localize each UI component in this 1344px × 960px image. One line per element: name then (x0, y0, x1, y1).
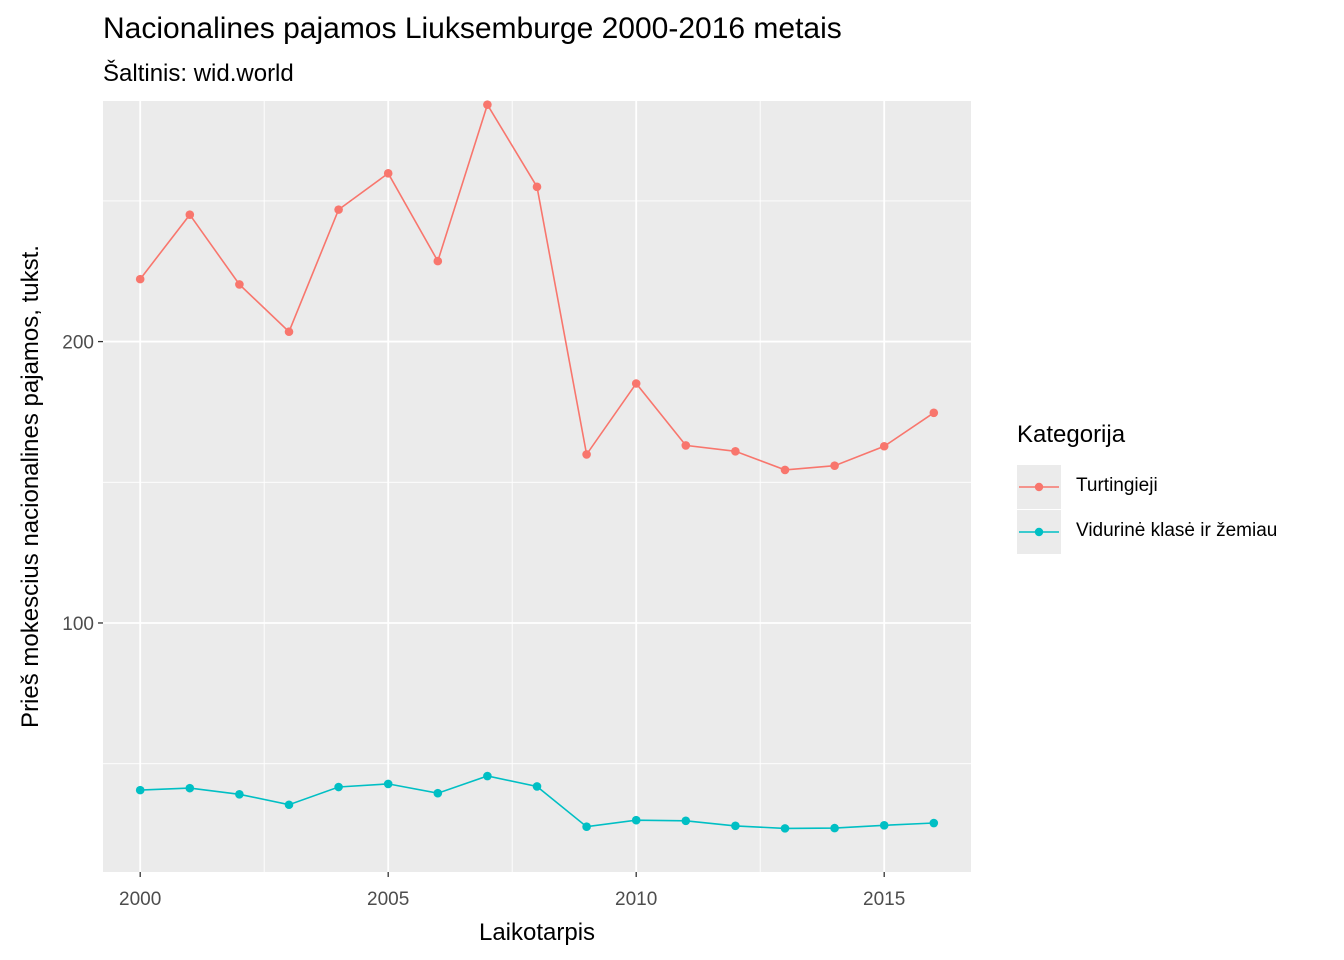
data-point (334, 782, 343, 792)
legend-title: Kategorija (1017, 421, 1126, 448)
plot-panel (103, 101, 971, 872)
legend-label-turtingieji: Turtingieji (1076, 475, 1158, 496)
x-tick-label: 2015 (863, 889, 905, 910)
data-point (383, 779, 393, 789)
x-tick-label: 2000 (119, 889, 161, 910)
y-tick-label: 200 (62, 333, 94, 354)
data-point (731, 821, 740, 831)
data-point (532, 182, 542, 192)
legend-key-vidurine-klase (1017, 510, 1061, 554)
legend-label-vidurine-klase: Vidurinė klasė ir žemiau (1076, 520, 1278, 541)
data-point (731, 447, 740, 456)
chart-title: Nacionalines pajamos Liuksemburge 2000-2… (103, 12, 842, 45)
series-layer (135, 100, 939, 833)
data-point (532, 782, 542, 791)
data-point (830, 823, 839, 833)
data-point (235, 280, 244, 289)
data-point (780, 824, 790, 833)
legend-item-vidurine-klase: Vidurinė klasė ir žemiau (1017, 510, 1337, 554)
data-point (879, 441, 889, 451)
data-point (284, 800, 294, 810)
x-tick-label: 2005 (367, 889, 409, 910)
data-point (483, 100, 492, 109)
data-point (334, 205, 343, 214)
data-point (929, 818, 939, 828)
data-point (483, 771, 492, 781)
axes-layer: 2000 2005 2010 2015 100 200 (62, 333, 905, 910)
legend-item-turtingieji: Turtingieji (1017, 465, 1337, 509)
data-point (631, 379, 641, 388)
y-tick-label: 100 (62, 614, 94, 635)
data-point (433, 256, 443, 266)
data-point (582, 450, 591, 459)
x-tick-label: 2010 (615, 889, 657, 910)
legend-key-turtingieji (1017, 465, 1061, 509)
data-point (879, 820, 889, 830)
data-point (681, 816, 691, 826)
data-point (185, 783, 195, 793)
data-point (780, 465, 790, 475)
minor-gridlines (103, 101, 971, 872)
data-point (235, 790, 244, 799)
data-point (631, 815, 641, 825)
major-gridlines (103, 101, 971, 872)
data-point (582, 822, 591, 831)
data-point (284, 327, 294, 337)
data-point (135, 785, 145, 795)
chart-subtitle: Šaltinis: wid.world (103, 60, 294, 87)
data-point (135, 274, 145, 284)
data-point (681, 441, 691, 450)
data-point (830, 461, 839, 470)
x-axis-label: Laikotarpis (479, 919, 595, 946)
data-point (929, 408, 939, 418)
data-point (383, 169, 393, 178)
data-point (185, 210, 195, 219)
y-axis-label: Prieš mokescius nacionalines pajamos, tu… (17, 245, 44, 728)
data-point (433, 788, 443, 798)
